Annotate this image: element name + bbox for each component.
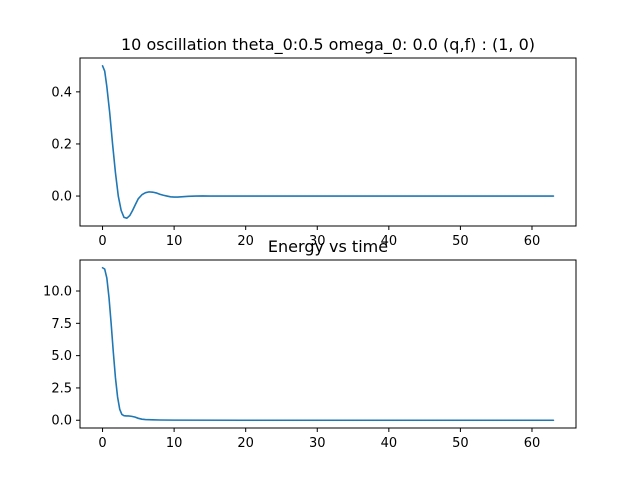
x-tick-label: 20 (237, 436, 254, 451)
x-tick-label: 60 (524, 234, 541, 249)
axes-frame (79, 259, 577, 429)
x-tick-label: 0 (98, 234, 106, 249)
y-tick-label: 0.4 (51, 85, 72, 100)
y-tick-label: 0.0 (51, 414, 72, 429)
x-tick-label: 30 (309, 436, 326, 451)
y-tick-label: 0.2 (51, 137, 72, 152)
x-tick-label: 20 (237, 234, 254, 249)
x-tick-label: 40 (381, 234, 398, 249)
x-tick-label: 60 (524, 436, 541, 451)
axes-frame (79, 57, 577, 227)
energy-subplot: 0 10 20 30 40 50 60 0.0 2.5 5.0 7.5 10.0 Energy vs t… (43, 237, 577, 451)
y-tick-label: 5.0 (51, 349, 72, 364)
x-tick-label: 40 (381, 436, 398, 451)
x-tick-label: 0 (98, 436, 106, 451)
y-tick-label: 10.0 (43, 285, 72, 300)
y-tick-label: 7.5 (51, 317, 72, 332)
x-tick-label: 50 (452, 436, 469, 451)
series-line-0 (101, 65, 555, 219)
x-tick-label: 10 (166, 436, 183, 451)
y-tick-label: 0.0 (51, 190, 72, 205)
oscillation-subplot: 0 10 20 30 40 50 60 0.0 0.2 0.4 10 oscillation the… (51, 35, 577, 249)
oscillation-title: 10 oscillation theta_0:0.5 omega_0: 0.0 … (121, 35, 535, 55)
y-tick-label: 2.5 (51, 381, 72, 396)
series-line-0 (101, 266, 555, 422)
x-tick-label: 50 (452, 234, 469, 249)
x-tick-label: 10 (166, 234, 183, 249)
energy-title: Energy vs time (268, 237, 388, 256)
x-tick-label: 30 (309, 234, 326, 249)
